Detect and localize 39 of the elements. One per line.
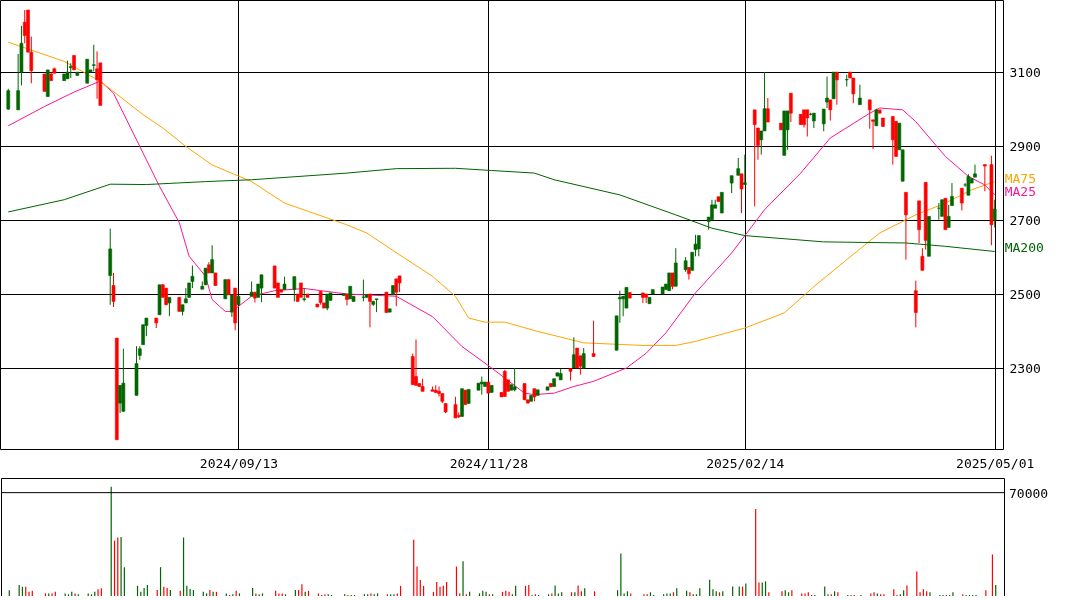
x-tick-label: 2024/11/28 <box>449 455 528 471</box>
series-label: MA75 <box>1004 170 1037 186</box>
candlestick <box>581 347 586 370</box>
candlestick <box>828 99 833 122</box>
series-label: MA25 <box>1004 183 1037 199</box>
candlestick <box>867 99 872 130</box>
y-tick-label: 3100 <box>1009 64 1041 80</box>
candlestick <box>825 76 829 109</box>
candlestick <box>591 320 596 358</box>
candlestick <box>858 84 862 106</box>
candlestick <box>167 296 172 317</box>
candlestick <box>983 164 987 192</box>
x-tick-label: 2025/05/01 <box>956 455 1035 471</box>
candlestick <box>766 97 770 123</box>
candlestick <box>696 235 701 257</box>
candlestick <box>739 173 744 214</box>
candlestick <box>914 280 918 328</box>
candlestick <box>687 266 691 281</box>
y-tick-label: 2700 <box>1009 212 1041 228</box>
y-tick-label: 2500 <box>1009 286 1041 302</box>
candlestick <box>789 92 793 123</box>
y-tick-label: 2900 <box>1009 138 1041 154</box>
candlestick <box>673 247 678 287</box>
line-series <box>7 41 996 346</box>
candlestick <box>960 187 964 211</box>
y-tick-label: 2300 <box>1009 360 1041 376</box>
series-label: MA200 <box>1004 240 1044 256</box>
candlestick <box>572 336 576 369</box>
candlestick <box>111 272 116 308</box>
candlestick <box>743 154 747 186</box>
text: 70000 <box>1009 485 1049 501</box>
x-tick-label: 2024/09/13 <box>199 455 279 471</box>
candlestick <box>920 247 925 271</box>
candlestick <box>821 108 826 132</box>
candlestick <box>752 109 757 207</box>
candlestick <box>904 191 908 261</box>
candlestick <box>6 88 11 111</box>
candlestick <box>992 199 997 228</box>
x-tick-label: 2025/02/14 <box>706 455 785 471</box>
